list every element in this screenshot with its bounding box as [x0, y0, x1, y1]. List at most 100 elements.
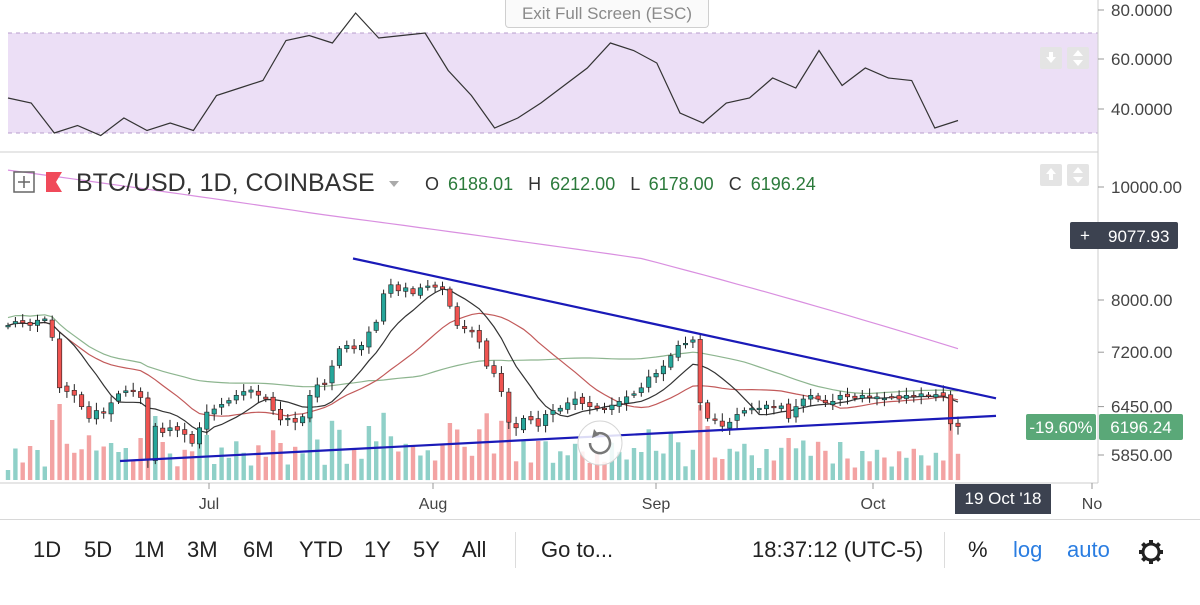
- volume-bar: [359, 458, 364, 481]
- volume-bar: [27, 446, 33, 480]
- crosshair-price: 9077.93: [1108, 227, 1169, 246]
- candle-up: [572, 391, 578, 410]
- volume-bar: [455, 429, 460, 480]
- volume-bar: [683, 466, 688, 481]
- rsi-down-button[interactable]: [1040, 47, 1062, 69]
- volume-bar: [550, 462, 556, 481]
- candle-up: [933, 389, 939, 402]
- volume-bar: [131, 460, 136, 481]
- candle-body: [808, 394, 814, 400]
- plus-square-icon[interactable]: [13, 171, 35, 193]
- exit-fullscreen-button[interactable]: Exit Full Screen (ESC): [505, 0, 709, 28]
- candle-body: [911, 394, 917, 398]
- symbol-title[interactable]: BTC/USD, 1D, COINBASE: [76, 169, 375, 197]
- candle-body: [432, 284, 438, 288]
- volume-bar: [278, 443, 283, 480]
- candle-up: [520, 415, 526, 433]
- main-up-button[interactable]: [1040, 164, 1062, 186]
- candle-up: [211, 404, 217, 421]
- candle-body: [756, 407, 762, 411]
- time-tick-label: No: [1082, 496, 1103, 513]
- candle-body: [609, 404, 615, 410]
- clock-timezone[interactable]: 18:37:12 (UTC-5): [752, 537, 924, 562]
- candle-body: [624, 396, 630, 404]
- high-label: H: [528, 174, 541, 194]
- volume-bar: [720, 459, 725, 480]
- range-1m[interactable]: 1M: [134, 537, 165, 562]
- price-axis[interactable]: 80.0000 60.0000 40.0000 10000.00 8000.00 7200…: [1098, 1, 1182, 465]
- candle-down: [454, 302, 460, 329]
- candle-body: [417, 287, 423, 296]
- volume-bar: [698, 405, 703, 480]
- date-badge: 19 Oct '18: [955, 484, 1051, 514]
- candle-up: [682, 336, 688, 349]
- candle-body: [778, 405, 784, 409]
- candle-body: [197, 427, 203, 445]
- candle-down: [138, 387, 144, 404]
- toolbar-divider: [944, 532, 945, 568]
- candle-body: [395, 284, 401, 292]
- candle-up: [329, 360, 335, 391]
- range-3m[interactable]: 3M: [187, 537, 218, 562]
- close-label: C: [729, 174, 742, 194]
- candle-up: [837, 391, 843, 406]
- candle-body: [484, 340, 490, 367]
- candle-up: [307, 390, 313, 423]
- volume-bar: [558, 451, 563, 481]
- settings-button[interactable]: [1138, 522, 1164, 587]
- candle-down: [513, 416, 519, 436]
- chevron-down-icon[interactable]: [389, 181, 399, 187]
- candle-body: [690, 339, 696, 343]
- volume-bar: [418, 455, 423, 480]
- chart-canvas[interactable]: 80.0000 60.0000 40.0000 10000.00 8000.00 7200…: [0, 0, 1200, 519]
- candle-up: [727, 417, 733, 435]
- range-1d[interactable]: 1D: [33, 537, 62, 562]
- candle-up: [314, 377, 320, 403]
- auto-toggle[interactable]: auto: [1067, 537, 1110, 562]
- range-ytd[interactable]: YTD: [299, 537, 343, 562]
- goto-button[interactable]: Go to...: [541, 537, 614, 562]
- reset-button[interactable]: [577, 420, 623, 466]
- candle-up: [226, 397, 232, 407]
- candle-up: [690, 336, 696, 348]
- volume-bar: [197, 427, 202, 481]
- candle-body: [152, 425, 158, 461]
- candle-body: [219, 404, 225, 408]
- percent-toggle[interactable]: %: [968, 537, 988, 562]
- range-all[interactable]: All: [462, 537, 487, 562]
- rsi-updown-button[interactable]: [1067, 47, 1089, 69]
- candle-body: [101, 411, 107, 414]
- range-5y[interactable]: 5Y: [413, 537, 440, 562]
- volume-bar: [771, 460, 777, 480]
- candle-body: [579, 396, 585, 404]
- candle-up: [241, 384, 247, 401]
- candle-down: [71, 384, 77, 403]
- volume-bar: [727, 448, 732, 481]
- crosshair-plus-icon: +: [1080, 226, 1090, 245]
- candle-up: [366, 326, 372, 354]
- candle-down: [351, 339, 357, 354]
- candle-body: [528, 416, 534, 421]
- candle-body: [79, 394, 85, 408]
- main-updown-button[interactable]: [1067, 164, 1089, 186]
- volume-bar: [941, 460, 946, 480]
- range-1y[interactable]: 1Y: [364, 537, 391, 562]
- log-toggle[interactable]: log: [1013, 537, 1043, 562]
- volume-bar: [830, 463, 835, 480]
- candle-up: [609, 397, 615, 415]
- volume-bar: [757, 468, 762, 480]
- candle-body: [727, 421, 733, 429]
- candle-body: [12, 321, 18, 325]
- range-6m[interactable]: 6M: [243, 537, 274, 562]
- candle-body: [800, 398, 806, 407]
- candle-body: [867, 395, 873, 398]
- time-axis[interactable]: Jul Aug Sep Oct No: [199, 483, 1103, 513]
- price-pane: [5, 169, 997, 481]
- candle-up: [881, 391, 887, 407]
- candle-body: [255, 390, 261, 396]
- candle-body: [366, 331, 372, 348]
- range-5d[interactable]: 5D: [84, 537, 113, 562]
- candle-down: [712, 413, 718, 425]
- candle-body: [336, 348, 342, 366]
- volume-bar: [639, 452, 644, 480]
